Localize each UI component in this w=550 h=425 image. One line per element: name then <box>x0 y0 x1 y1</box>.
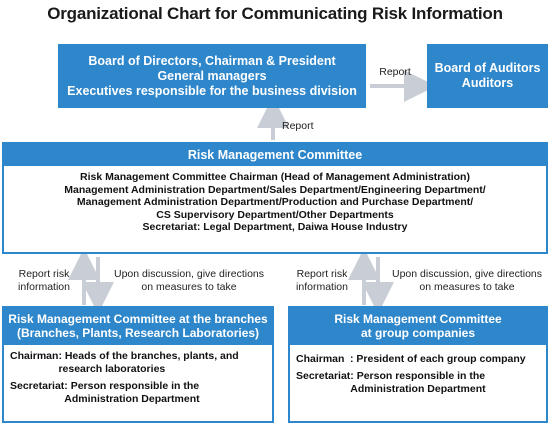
branches-header-line-1: Risk Management Committee at the branche… <box>8 312 268 326</box>
group-chairman-term: Chairman <box>296 352 345 365</box>
group-chairman-text: : President of each group company <box>350 352 526 365</box>
committee-line-3: Management Administration Department/Pro… <box>76 196 474 209</box>
left-directions-line-2: on measures to take <box>141 280 237 293</box>
group-secretariat-row: Secretariat : Person responsible in the … <box>296 370 540 396</box>
branches-secretariat-term: Secretariat <box>10 380 65 393</box>
branches-header: Risk Management Committee at the branche… <box>4 308 272 345</box>
committee-line-2: Management Administration Department/Sal… <box>64 183 486 196</box>
group-header-line-1: Risk Management Committee <box>334 312 502 326</box>
left-directions-label: Upon discussion, give directions on meas… <box>104 268 274 293</box>
right-directions-label: Upon discussion, give directions on meas… <box>384 268 550 293</box>
board-of-directors-box: Board of Directors, Chairman & President… <box>58 44 366 108</box>
group-chairman-row: Chairman : President of each group compa… <box>296 353 540 366</box>
right-directions-line-2: on measures to take <box>419 280 515 293</box>
board-line-3: Executives responsible for the business … <box>67 83 357 98</box>
branches-chairman-row: Chairman : Heads of the branches, plants… <box>10 350 266 376</box>
risk-management-committee-panel: Risk Management Committee Risk Managemen… <box>2 142 548 254</box>
right-report-risk-line-1: Report risk <box>296 268 348 280</box>
branches-committee-panel: Risk Management Committee at the branche… <box>2 306 274 423</box>
branches-chairman-text: : Heads of the branches, plants, and res… <box>58 349 239 375</box>
branches-secretariat-text: : Person responsible in the Administrati… <box>64 380 200 406</box>
branches-secretariat-row: Secretariat : Person responsible in the … <box>10 380 266 406</box>
right-directions-line-1: Upon discussion, give directions <box>392 268 542 280</box>
board-of-auditors-box: Board of Auditors Auditors <box>427 44 548 108</box>
left-directions-line-1: Upon discussion, give directions <box>114 268 264 280</box>
chart-title: Organizational Chart for Communicating R… <box>47 4 503 23</box>
committee-line-4: CS Supervisory Department/Other Departme… <box>156 208 394 221</box>
branches-chairman-term: Chairman <box>10 349 59 362</box>
group-secretariat-term: Secretariat <box>296 369 351 382</box>
branches-header-line-2: (Branches, Plants, Research Laboratories… <box>16 326 260 341</box>
committee-to-board-label: Report <box>282 120 314 132</box>
left-report-risk-line-2: information <box>18 280 70 293</box>
group-secretariat-text: : Person responsible in the Administrati… <box>350 369 486 396</box>
board-to-auditors-label: Report <box>379 66 411 78</box>
committee-line-5: Secretariat: Legal Department, Daiwa Hou… <box>142 221 408 234</box>
left-report-risk-label: Report risk information <box>8 268 80 293</box>
group-header: Risk Management Committee at group compa… <box>290 308 546 345</box>
board-line-1: Board of Directors, Chairman & President <box>88 53 336 68</box>
committee-header: Risk Management Committee <box>4 144 546 166</box>
right-report-risk-label: Report risk information <box>286 268 358 293</box>
auditors-line-1: Board of Auditors <box>434 61 541 75</box>
auditors-line-2: Auditors <box>461 76 514 90</box>
group-header-line-2: at group companies <box>360 326 476 341</box>
group-companies-committee-panel: Risk Management Committee at group compa… <box>288 306 548 423</box>
left-report-risk-line-1: Report risk <box>18 268 70 280</box>
board-line-2: General managers <box>157 68 267 83</box>
right-report-risk-line-2: information <box>296 280 348 293</box>
committee-line-1: Risk Management Committee Chairman (Head… <box>80 171 470 183</box>
